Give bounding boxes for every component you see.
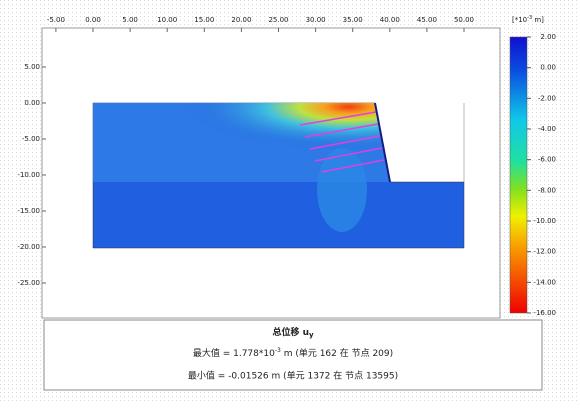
x-tick-label: 25.00 — [268, 16, 288, 24]
info-title: 总位移 uy — [272, 326, 314, 340]
x-tick-label: 10.00 — [157, 16, 177, 24]
y-tick-label: -20.00 — [17, 243, 40, 251]
colorbar-tick-label: -14.00 — [533, 278, 556, 286]
info-panel — [43, 319, 543, 391]
colorbar-tick-label: -8.00 — [538, 186, 556, 194]
y-tick-label: 0.00 — [24, 99, 40, 107]
x-tick-label: 40.00 — [380, 16, 400, 24]
y-tick-label: -5.00 — [22, 135, 40, 143]
y-tick-label: 5.00 — [24, 63, 40, 71]
x-tick-label: 15.00 — [194, 16, 214, 24]
model — [92, 102, 465, 249]
x-tick-label: 5.00 — [122, 16, 138, 24]
colorbar-unit: [*10-3 m] — [512, 15, 544, 25]
x-tick-label: 0.00 — [85, 16, 101, 24]
colorbar-tick-label: -12.00 — [533, 248, 556, 256]
x-tick-label: 30.00 — [306, 16, 326, 24]
y-tick-label: -15.00 — [17, 207, 40, 215]
wall — [374, 102, 391, 183]
colorbar-tick-label: -16.00 — [533, 309, 556, 317]
colorbar-tick-label: 0.00 — [540, 64, 556, 72]
colorbar-tick-label: -10.00 — [533, 217, 556, 225]
colorbar-tick-label: -2.00 — [538, 94, 556, 102]
colorbar-tick-label: 2.00 — [540, 33, 556, 41]
colorbar-tick-label: -4.00 — [538, 125, 556, 133]
x-tick-label: -5.00 — [47, 16, 65, 24]
info-box: 总位移 uy 最大值 = 1.778*10-3 m (单元 162 在 节点 2… — [43, 319, 543, 391]
info-min: 最小值 = -0.01526 m (单元 1372 在 节点 13595) — [188, 370, 398, 382]
colorbar — [509, 36, 528, 314]
anchors — [299, 111, 385, 173]
x-tick-label: 45.00 — [417, 16, 437, 24]
x-tick-label: 50.00 — [454, 16, 474, 24]
y-tick-label: -25.00 — [17, 279, 40, 287]
info-max: 最大值 = 1.778*10-3 m (单元 162 在 节点 209) — [193, 347, 393, 359]
y-tick-label: -10.00 — [17, 171, 40, 179]
x-tick-label: 20.00 — [231, 16, 251, 24]
colorbar-tick-label: -6.00 — [538, 156, 556, 164]
x-tick-label: 35.00 — [343, 16, 363, 24]
